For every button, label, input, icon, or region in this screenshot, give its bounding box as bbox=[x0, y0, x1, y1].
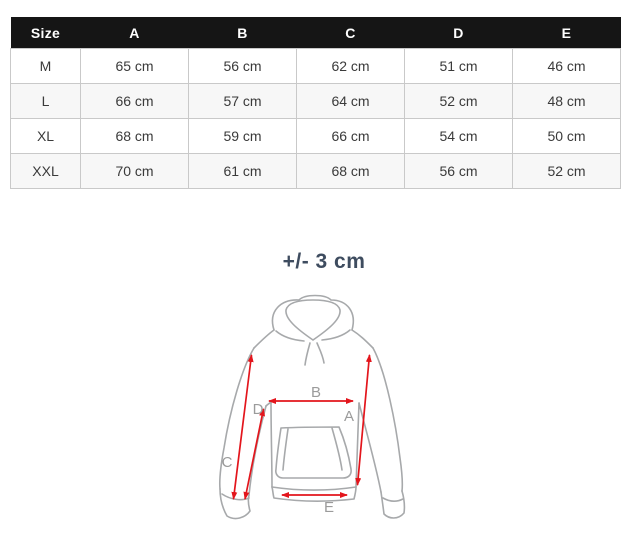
sleeve-right-outer bbox=[372, 347, 404, 492]
measurement-cell: 46 cm bbox=[512, 48, 621, 84]
column-header-size: Size bbox=[10, 17, 81, 49]
measurement-cell: 62 cm bbox=[296, 48, 405, 84]
column-header-d: D bbox=[404, 17, 513, 49]
measure-label-d: D bbox=[253, 401, 264, 418]
measurement-cell: 65 cm bbox=[80, 48, 189, 84]
hoodie-diagram-svg: B A D C E bbox=[218, 294, 406, 520]
measure-label-b: B bbox=[311, 384, 321, 401]
hood-inner bbox=[285, 299, 341, 341]
measure-label-a: A bbox=[344, 408, 354, 425]
measurement-labels: B A D C E bbox=[222, 384, 354, 516]
measurement-cell: 48 cm bbox=[512, 83, 621, 119]
measurement-cell: 66 cm bbox=[296, 118, 405, 154]
measurement-cell: 52 cm bbox=[512, 153, 621, 189]
column-header-c: C bbox=[296, 17, 405, 49]
pocket-seam-left bbox=[282, 428, 289, 471]
size-chart-table: Size A B C D E M 65 cm 56 cm 62 cm 51 cm… bbox=[10, 17, 621, 189]
hem-band bbox=[271, 486, 357, 502]
measure-arrow-d bbox=[243, 408, 266, 500]
pocket-seam-right bbox=[331, 427, 343, 471]
shoulder-right bbox=[351, 329, 374, 349]
size-cell: M bbox=[10, 48, 81, 84]
drawstring-right bbox=[316, 342, 325, 364]
drawstring-left bbox=[304, 342, 311, 366]
table-header-row: Size A B C D E bbox=[10, 17, 621, 49]
measurement-cell: 54 cm bbox=[404, 118, 513, 154]
measurement-cell: 50 cm bbox=[512, 118, 621, 154]
measurement-cell: 66 cm bbox=[80, 83, 189, 119]
cuff-right bbox=[380, 490, 406, 519]
hood-outer bbox=[271, 294, 354, 331]
table-row: XL 68 cm 59 cm 66 cm 54 cm 50 cm bbox=[10, 118, 621, 154]
neck-seam-right bbox=[321, 329, 351, 341]
measurement-cell: 51 cm bbox=[404, 48, 513, 84]
pocket bbox=[275, 426, 352, 479]
column-header-e: E bbox=[512, 17, 621, 49]
table-row: XXL 70 cm 61 cm 68 cm 56 cm 52 cm bbox=[10, 153, 621, 189]
shoulder-left bbox=[253, 329, 275, 349]
size-cell: XL bbox=[10, 118, 81, 154]
cuff-left bbox=[219, 488, 251, 520]
column-header-b: B bbox=[188, 17, 297, 49]
table-row: L 66 cm 57 cm 64 cm 52 cm 48 cm bbox=[10, 83, 621, 119]
measurement-arrows bbox=[231, 354, 372, 500]
hoodie-measurement-diagram: B A D C E bbox=[190, 290, 460, 534]
cuff-right-seam bbox=[382, 497, 404, 502]
body-left bbox=[270, 401, 273, 488]
measure-arrow-c bbox=[231, 354, 254, 500]
size-cell: XXL bbox=[10, 153, 81, 189]
table-row: M 65 cm 56 cm 62 cm 51 cm 46 cm bbox=[10, 48, 621, 84]
measurement-cell: 57 cm bbox=[188, 83, 297, 119]
column-header-a: A bbox=[80, 17, 189, 49]
measurement-cell: 64 cm bbox=[296, 83, 405, 119]
tolerance-note: +/- 3 cm bbox=[282, 250, 366, 273]
hem-top bbox=[271, 486, 357, 491]
measure-label-c: C bbox=[222, 454, 233, 471]
measurement-cell: 52 cm bbox=[404, 83, 513, 119]
measurement-cell: 59 cm bbox=[188, 118, 297, 154]
sleeve-left-inner bbox=[248, 405, 267, 496]
measurement-cell: 56 cm bbox=[188, 48, 297, 84]
measure-arrow-a bbox=[355, 354, 372, 486]
measurement-cell: 68 cm bbox=[80, 118, 189, 154]
measure-label-e: E bbox=[324, 499, 334, 516]
measurement-cell: 68 cm bbox=[296, 153, 405, 189]
measurement-cell: 56 cm bbox=[404, 153, 513, 189]
sleeve-right-inner bbox=[358, 402, 382, 493]
neck-seam-left bbox=[275, 330, 305, 342]
measurement-cell: 61 cm bbox=[188, 153, 297, 189]
measurement-cell: 70 cm bbox=[80, 153, 189, 189]
size-cell: L bbox=[10, 83, 81, 119]
